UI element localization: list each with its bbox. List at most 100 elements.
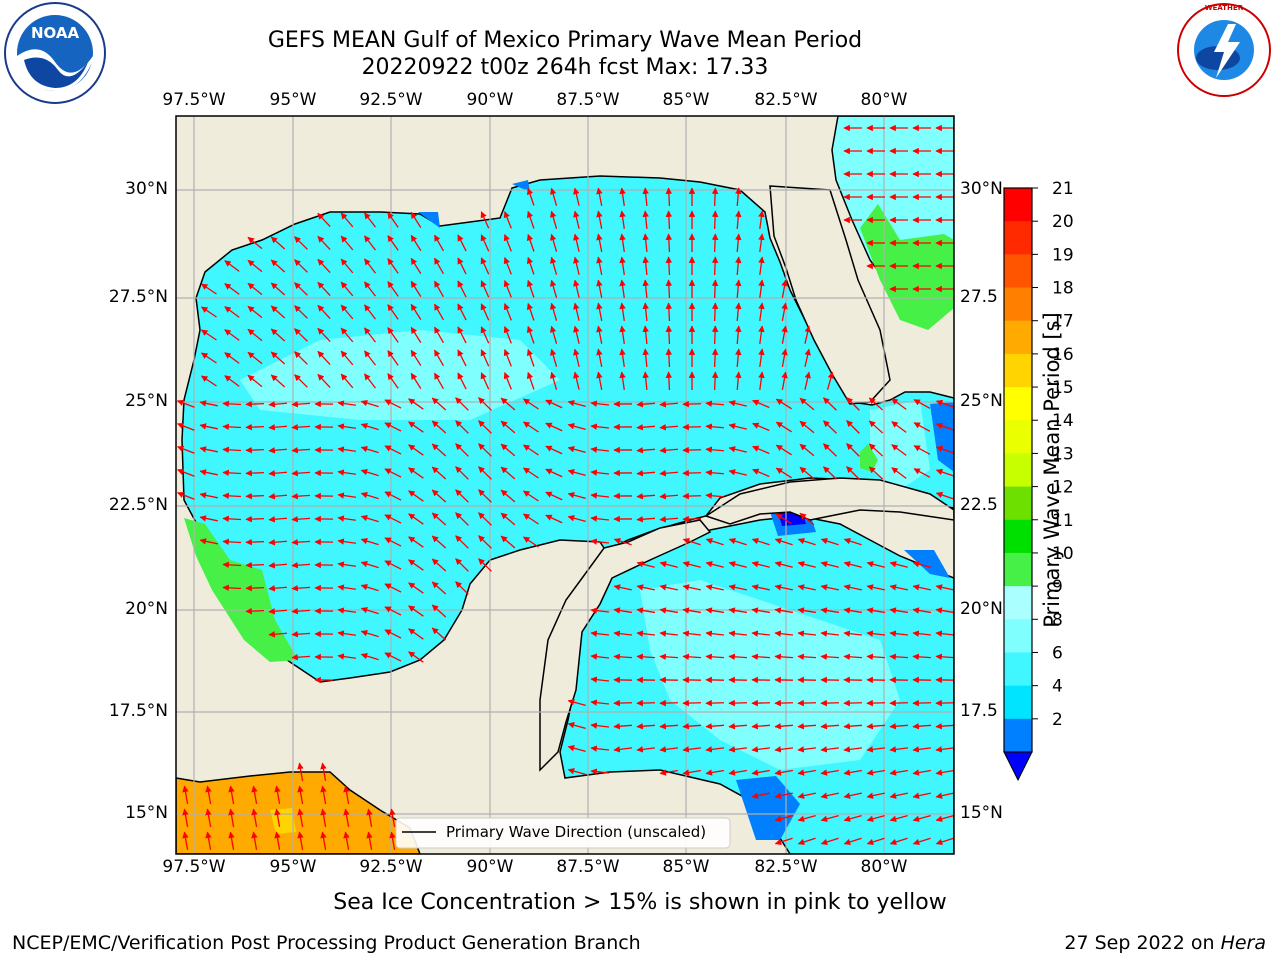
wave-direction-arrow <box>774 769 793 776</box>
wave-direction-arrow <box>596 302 603 321</box>
wave-direction-arrow <box>665 371 673 391</box>
wave-direction-arrow <box>619 325 626 344</box>
wave-direction-arrow <box>340 281 354 297</box>
nws-logo: WEATHER <box>1177 3 1271 97</box>
wave-direction-arrow <box>176 445 195 454</box>
wave-direction-arrow <box>410 280 422 297</box>
wave-direction-arrow <box>613 746 633 753</box>
wave-direction-arrow <box>567 446 586 453</box>
wave-direction-arrow <box>775 513 792 525</box>
wave-direction-arrow <box>843 584 862 591</box>
wave-direction-arrow <box>384 468 402 478</box>
wave-direction-arrow <box>291 469 311 477</box>
wave-direction-arrow <box>500 512 516 526</box>
wave-direction-arrow <box>752 422 770 432</box>
wave-direction-arrow <box>270 282 286 296</box>
lat-tick-left: 17.5°N <box>108 701 168 721</box>
wave-direction-arrow <box>642 210 649 230</box>
wave-direction-arrow <box>291 607 311 615</box>
lat-tick-left: 30°N <box>125 179 168 199</box>
colorbar-cell <box>1004 353 1032 388</box>
wave-direction-arrow <box>636 515 656 523</box>
wave-direction-arrow <box>659 561 678 568</box>
wave-direction-arrow <box>665 233 673 253</box>
wave-direction-arrow <box>176 468 195 477</box>
wave-direction-arrow <box>590 768 610 775</box>
wave-direction-arrow <box>522 536 539 548</box>
wave-direction-arrow <box>363 258 377 274</box>
wave-direction-arrow <box>431 627 447 641</box>
wave-direction-arrow <box>431 512 447 526</box>
wave-direction-arrow <box>659 470 679 477</box>
wave-direction-arrow <box>665 325 673 345</box>
wave-direction-arrow <box>526 279 535 298</box>
wave-direction-arrow <box>735 256 742 276</box>
wave-direction-arrow <box>636 446 656 454</box>
lon-tick-top: 82.5°W <box>754 90 818 110</box>
wave-direction-arrow <box>913 445 931 455</box>
wave-direction-arrow <box>596 325 603 344</box>
wave-direction-arrow <box>500 397 516 411</box>
wave-direction-arrow <box>935 422 954 431</box>
wave-direction-arrow <box>735 302 742 322</box>
wave-direction-arrow <box>843 607 862 614</box>
wave-direction-arrow <box>387 373 399 389</box>
wave-direction-arrow <box>659 653 679 661</box>
wave-direction-arrow <box>408 536 424 548</box>
wave-direction-arrow <box>433 372 445 390</box>
wave-direction-arrow <box>705 607 724 614</box>
map-legend: Primary Wave Direction (unscaled) <box>395 817 731 849</box>
wave-direction-arrow <box>387 304 399 320</box>
lat-tick-right: 22.5 <box>960 495 998 515</box>
wave-direction-arrow <box>384 537 402 547</box>
wave-direction-arrow <box>866 837 885 846</box>
wave-direction-arrow <box>360 583 379 592</box>
wave-direction-arrow <box>935 722 954 730</box>
wave-direction-arrow <box>799 443 815 457</box>
wave-direction-arrow <box>224 283 240 295</box>
wave-direction-arrow <box>596 348 603 367</box>
wave-direction-arrow <box>774 815 793 822</box>
colorbar-cell <box>1004 320 1032 355</box>
wave-direction-arrow <box>251 785 258 804</box>
wave-direction-arrow <box>251 831 258 850</box>
colorbar-tick-label: 4 <box>1052 677 1063 697</box>
wave-direction-arrow <box>320 762 327 781</box>
colorbar-label: Primary Wave Mean Period [s] <box>1040 312 1064 628</box>
wave-direction-arrow <box>270 328 286 342</box>
wave-direction-arrow <box>340 258 354 274</box>
wave-direction-arrow <box>735 210 742 230</box>
colorbar-tick-label: 10 <box>1052 544 1074 564</box>
wave-direction-arrow <box>431 466 447 480</box>
wave-direction-arrow <box>317 281 331 297</box>
wave-direction-arrow <box>222 400 242 408</box>
wave-direction-arrow <box>337 584 357 591</box>
wave-direction-arrow <box>408 513 424 525</box>
wave-direction-arrow <box>545 468 563 478</box>
wave-direction-arrow <box>642 233 649 253</box>
wave-direction-arrow <box>682 746 702 753</box>
wave-direction-arrow <box>659 746 679 753</box>
wave-direction-arrow <box>457 372 467 390</box>
wave-direction-arrow <box>636 469 656 477</box>
wave-direction-arrow <box>360 468 379 477</box>
wave-direction-arrow <box>596 210 603 229</box>
wave-direction-arrow <box>222 515 242 523</box>
wave-direction-arrow <box>891 398 907 410</box>
colorbar-cell <box>1004 519 1032 554</box>
wave-direction-arrow <box>820 561 839 568</box>
colorbar-tick-label: 20 <box>1052 212 1074 232</box>
wave-direction-arrow <box>478 397 492 411</box>
wave-direction-arrow <box>337 538 357 545</box>
wave-direction-arrow <box>889 584 908 591</box>
wave-direction-arrow <box>775 444 792 456</box>
wave-direction-arrow <box>291 423 311 431</box>
wave-direction-arrow <box>522 490 539 502</box>
wave-direction-arrow <box>912 837 931 846</box>
wave-direction-arrow <box>433 303 445 321</box>
wave-direction-arrow <box>843 792 862 799</box>
wave-direction-arrow <box>843 769 862 776</box>
wave-direction-arrow <box>590 722 610 729</box>
